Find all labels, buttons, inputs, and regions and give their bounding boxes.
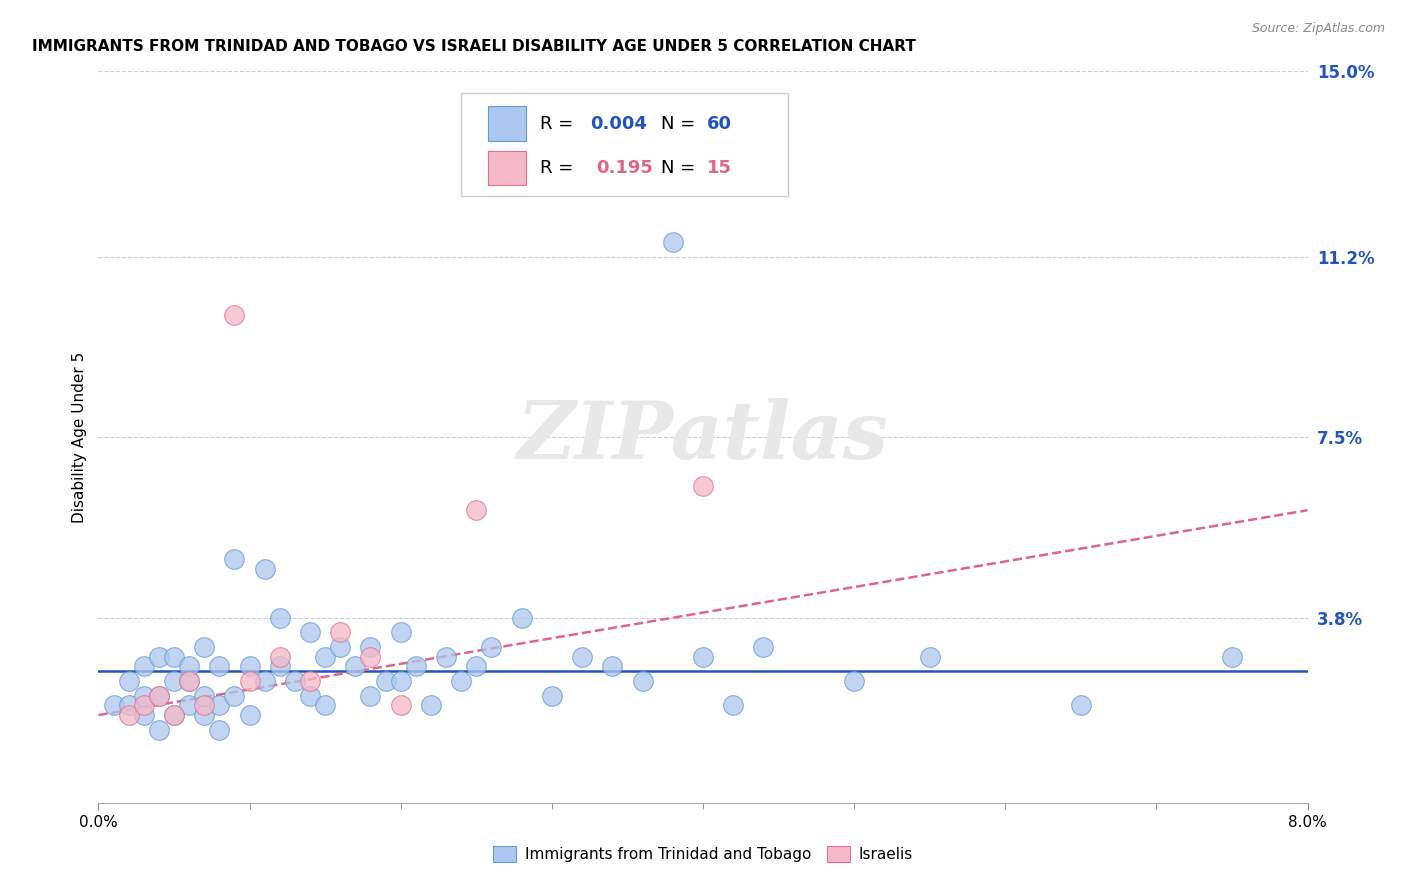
Point bbox=[163, 708, 186, 723]
Point bbox=[269, 610, 291, 624]
Point bbox=[434, 649, 457, 664]
Point bbox=[132, 708, 155, 723]
Point bbox=[1220, 649, 1243, 664]
Point bbox=[239, 708, 262, 723]
Point bbox=[208, 659, 231, 673]
Point bbox=[450, 673, 472, 688]
Point bbox=[253, 562, 276, 576]
Point bbox=[918, 649, 941, 664]
Point bbox=[224, 689, 246, 703]
Point bbox=[389, 698, 412, 713]
Point bbox=[179, 659, 201, 673]
Point bbox=[269, 659, 291, 673]
Text: 60: 60 bbox=[707, 114, 731, 133]
Point bbox=[148, 723, 170, 737]
Point bbox=[360, 649, 382, 664]
FancyBboxPatch shape bbox=[488, 151, 526, 186]
Point bbox=[118, 708, 141, 723]
Point bbox=[163, 649, 186, 664]
FancyBboxPatch shape bbox=[461, 94, 787, 195]
Y-axis label: Disability Age Under 5: Disability Age Under 5 bbox=[72, 351, 87, 523]
Text: ZIPatlas: ZIPatlas bbox=[517, 399, 889, 475]
Point bbox=[132, 689, 155, 703]
Point bbox=[224, 308, 246, 322]
Text: N =: N = bbox=[661, 160, 700, 178]
Point bbox=[360, 640, 382, 654]
Point bbox=[465, 659, 488, 673]
Point bbox=[118, 698, 141, 713]
Point bbox=[465, 503, 488, 517]
Point bbox=[132, 659, 155, 673]
Point bbox=[844, 673, 866, 688]
Point bbox=[692, 649, 714, 664]
Point bbox=[299, 689, 322, 703]
Point bbox=[179, 698, 201, 713]
Point bbox=[208, 698, 231, 713]
Point bbox=[329, 625, 352, 640]
Point bbox=[344, 659, 367, 673]
Point bbox=[163, 673, 186, 688]
Point bbox=[208, 723, 231, 737]
Point bbox=[103, 698, 125, 713]
Point bbox=[193, 640, 215, 654]
Point bbox=[360, 689, 382, 703]
Legend: Immigrants from Trinidad and Tobago, Israelis: Immigrants from Trinidad and Tobago, Isr… bbox=[486, 840, 920, 868]
Point bbox=[420, 698, 443, 713]
Text: R =: R = bbox=[540, 160, 585, 178]
Text: 0.004: 0.004 bbox=[591, 114, 647, 133]
Text: R =: R = bbox=[540, 114, 579, 133]
Point bbox=[118, 673, 141, 688]
Point bbox=[692, 479, 714, 493]
Point bbox=[148, 649, 170, 664]
Text: IMMIGRANTS FROM TRINIDAD AND TOBAGO VS ISRAELI DISABILITY AGE UNDER 5 CORRELATIO: IMMIGRANTS FROM TRINIDAD AND TOBAGO VS I… bbox=[32, 38, 915, 54]
Point bbox=[299, 625, 322, 640]
Point bbox=[314, 698, 336, 713]
Point bbox=[253, 673, 276, 688]
Text: 0.195: 0.195 bbox=[596, 160, 654, 178]
Point bbox=[299, 673, 322, 688]
Point bbox=[661, 235, 683, 249]
Point bbox=[1070, 698, 1092, 713]
Point bbox=[193, 708, 215, 723]
Point bbox=[723, 698, 745, 713]
Point bbox=[631, 673, 654, 688]
Point bbox=[571, 649, 593, 664]
Point bbox=[374, 673, 396, 688]
Point bbox=[314, 649, 336, 664]
Point bbox=[148, 689, 170, 703]
Point bbox=[148, 689, 170, 703]
Text: 15: 15 bbox=[707, 160, 731, 178]
Point bbox=[540, 689, 562, 703]
Point bbox=[179, 673, 201, 688]
Point bbox=[481, 640, 503, 654]
Point bbox=[193, 698, 215, 713]
Point bbox=[752, 640, 775, 654]
Point bbox=[132, 698, 155, 713]
Point bbox=[163, 708, 186, 723]
Point bbox=[179, 673, 201, 688]
Point bbox=[284, 673, 307, 688]
Text: Source: ZipAtlas.com: Source: ZipAtlas.com bbox=[1251, 22, 1385, 36]
Text: N =: N = bbox=[661, 114, 700, 133]
Point bbox=[239, 673, 262, 688]
Point bbox=[239, 659, 262, 673]
Point bbox=[193, 689, 215, 703]
Point bbox=[405, 659, 427, 673]
Point bbox=[389, 673, 412, 688]
Point bbox=[269, 649, 291, 664]
Point bbox=[602, 659, 624, 673]
Point bbox=[510, 610, 533, 624]
Point bbox=[329, 640, 352, 654]
Point bbox=[224, 552, 246, 566]
Point bbox=[389, 625, 412, 640]
FancyBboxPatch shape bbox=[488, 106, 526, 141]
